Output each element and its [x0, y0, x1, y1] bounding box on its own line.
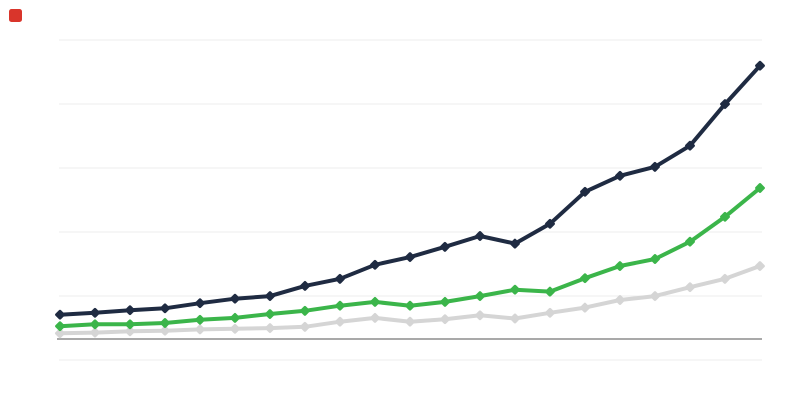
red-indicator-square — [9, 9, 22, 22]
